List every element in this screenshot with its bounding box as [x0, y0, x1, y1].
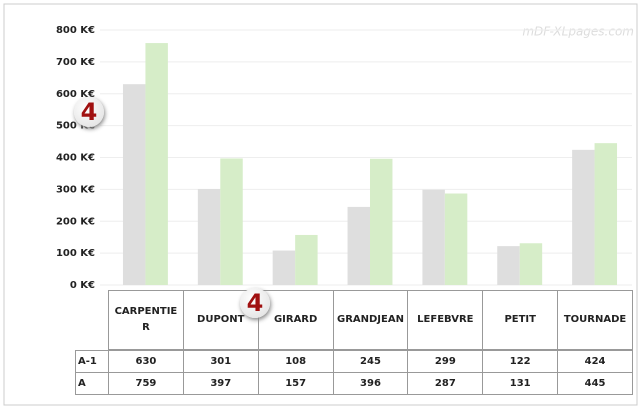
- y-tick-label: 200 K€: [56, 216, 95, 227]
- annotation-badge: 4: [74, 97, 104, 127]
- chart-frame: [3, 3, 638, 406]
- bar: [497, 246, 520, 285]
- y-tick-label: 300 K€: [56, 184, 95, 195]
- bar: [444, 193, 468, 285]
- bar: [422, 189, 445, 285]
- bar: [370, 158, 393, 285]
- table-value: 122: [482, 350, 559, 373]
- table-value: 445: [557, 372, 633, 395]
- table-value: 301: [182, 350, 259, 373]
- table-value: 245: [332, 350, 409, 373]
- category-header: PETIT: [482, 290, 559, 350]
- y-tick-label: 800 K€: [56, 25, 95, 36]
- table-value: 108: [257, 350, 334, 373]
- y-tick-label: 600 K€: [56, 89, 95, 100]
- watermark: mDF-XLpages.com: [522, 25, 634, 39]
- y-tick-label: 0 K€: [70, 280, 95, 291]
- bar: [594, 143, 618, 285]
- bar: [519, 243, 543, 285]
- bar: [145, 43, 168, 285]
- bar: [197, 189, 221, 285]
- bar: [295, 234, 318, 285]
- bar: [572, 149, 595, 285]
- category-header: GRANDJEAN: [332, 290, 409, 350]
- y-tick-label: 700 K€: [56, 57, 95, 68]
- annotation-badge: 4: [240, 288, 270, 318]
- bar: [347, 206, 370, 285]
- table-value: 396: [332, 372, 409, 395]
- table-value: 397: [182, 372, 259, 395]
- table-value: 299: [407, 350, 484, 373]
- y-tick-label: 400 K€: [56, 153, 95, 164]
- table-value: 630: [108, 350, 184, 373]
- table-value: 157: [257, 372, 334, 395]
- table-value: 424: [557, 350, 633, 373]
- category-header: CARPENTIER: [108, 290, 184, 350]
- bar: [220, 158, 243, 285]
- y-tick-label: 500 K€: [56, 121, 95, 132]
- table-value: 287: [407, 372, 484, 395]
- y-tick-label: 100 K€: [56, 248, 95, 259]
- bar: [122, 84, 146, 285]
- table-value: 131: [482, 372, 559, 395]
- bar: [272, 250, 296, 285]
- series-name: A: [75, 372, 109, 395]
- category-header: LEFEBVRE: [407, 290, 484, 350]
- series-name: A-1: [75, 350, 109, 373]
- category-header: TOURNADE: [557, 290, 633, 350]
- table-value: 759: [108, 372, 184, 395]
